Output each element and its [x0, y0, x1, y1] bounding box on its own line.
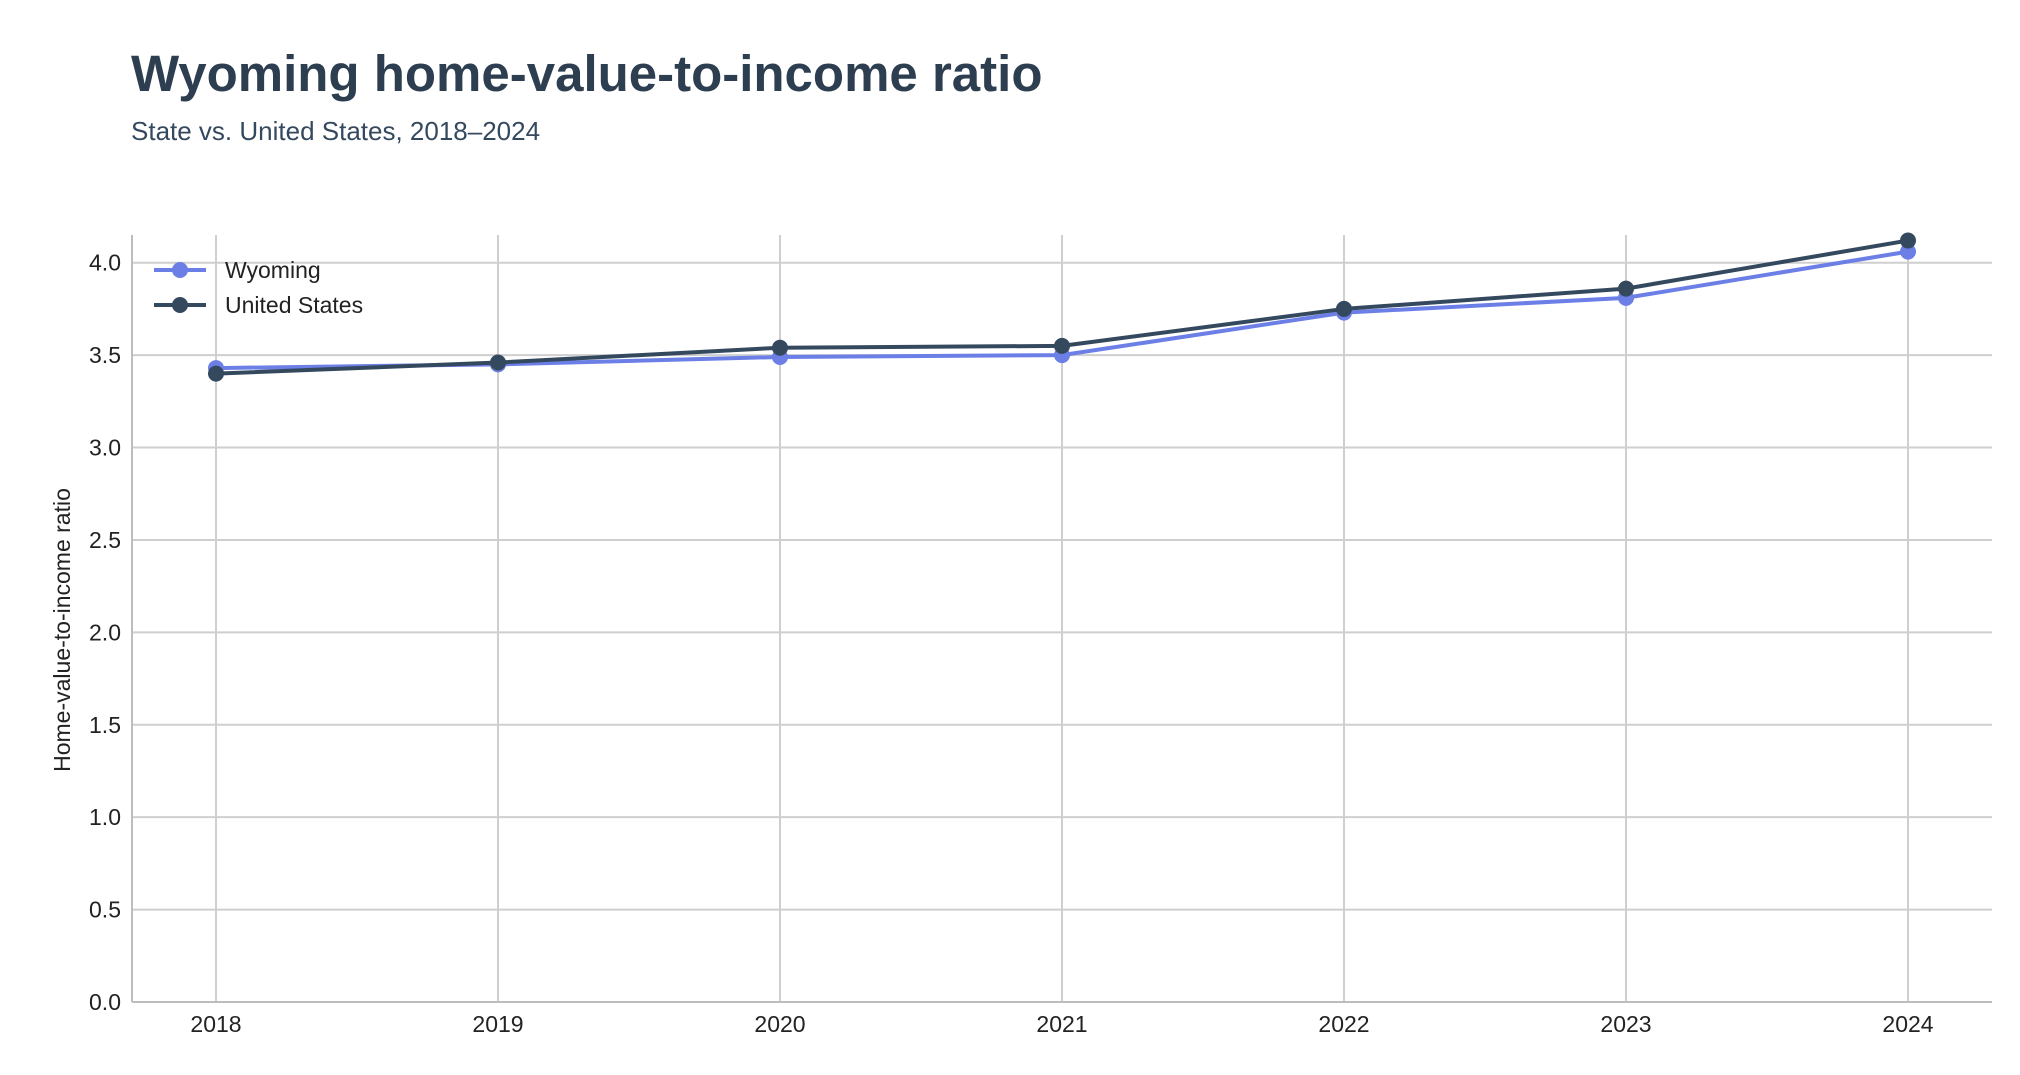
legend-marker-united-states: [172, 297, 188, 313]
data-point-united-states: [208, 365, 224, 382]
data-point-united-states: [1900, 232, 1916, 249]
legend-marker-wyoming: [172, 262, 188, 278]
chart-title: Wyoming home-value-to-income ratio: [131, 45, 1043, 102]
axes: [131, 235, 1992, 1003]
y-tick-label: 1.5: [89, 712, 121, 738]
data-point-united-states: [490, 354, 506, 371]
y-tick-label: 2.0: [89, 619, 121, 645]
y-tick-label: 1.0: [89, 804, 121, 830]
x-tick-label: 2020: [754, 1011, 805, 1037]
legend: Wyoming United States: [154, 257, 363, 318]
y-tick-label: 3.5: [89, 342, 121, 368]
x-tick-labels: 2018 2019 2020 2021 2022 2023 2024: [190, 1011, 1933, 1037]
y-tick-label: 3.0: [89, 435, 121, 461]
y-tick-label: 4.0: [89, 250, 121, 276]
legend-label-united-states: United States: [225, 292, 363, 318]
y-axis-label: Home-value-to-income ratio: [49, 488, 75, 772]
x-tick-label: 2022: [1318, 1011, 1369, 1037]
data-point-united-states: [1336, 300, 1352, 317]
data-point-united-states: [772, 339, 788, 356]
chart-subtitle: State vs. United States, 2018–2024: [131, 116, 541, 146]
x-tick-label: 2019: [472, 1011, 523, 1037]
data-point-united-states: [1618, 280, 1634, 297]
y-tick-label: 0.0: [89, 989, 121, 1015]
legend-label-wyoming: Wyoming: [225, 257, 321, 283]
data-point-united-states: [1054, 337, 1070, 354]
data-point-wyoming: [1900, 243, 1916, 260]
y-tick-labels: 0.0 0.5 1.0 1.5 2.0 2.5 3.0 3.5 4.0: [89, 250, 121, 1015]
x-tick-label: 2018: [190, 1011, 241, 1037]
series-lines: [208, 232, 1916, 382]
y-tick-label: 0.5: [89, 897, 121, 923]
x-tick-label: 2023: [1600, 1011, 1651, 1037]
y-tick-label: 2.5: [89, 527, 121, 553]
x-tick-label: 2024: [1882, 1011, 1933, 1037]
x-tick-label: 2021: [1036, 1011, 1087, 1037]
